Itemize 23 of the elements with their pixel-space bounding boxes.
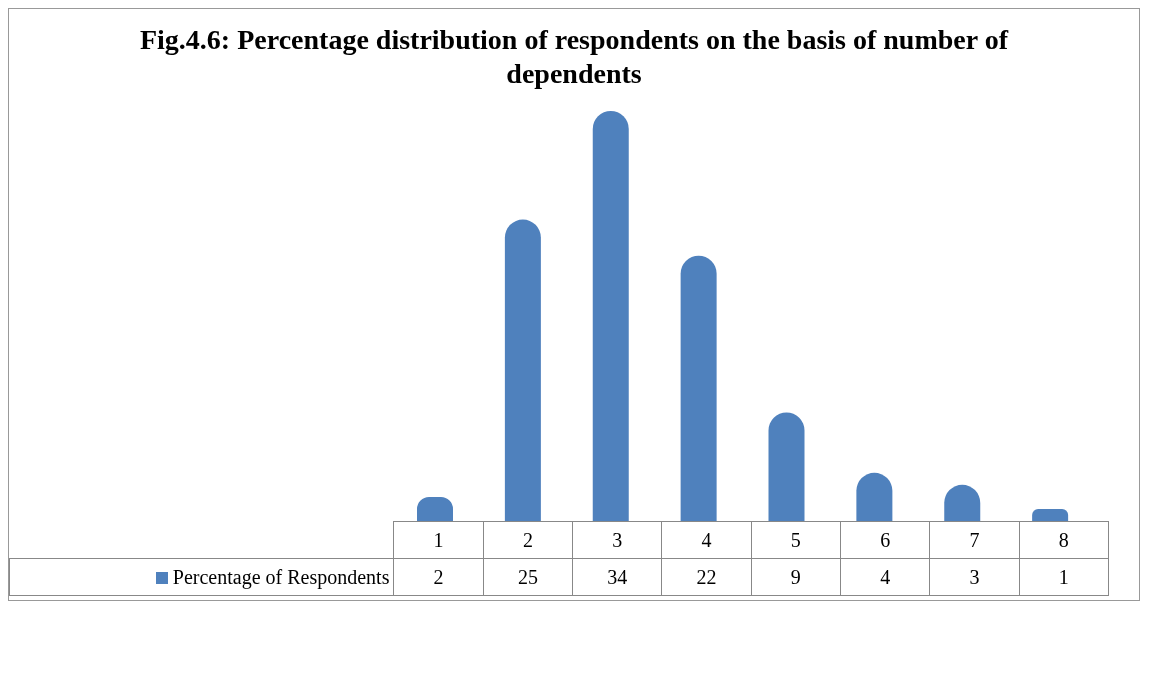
- legend-label: Percentage of Respondents: [171, 565, 390, 588]
- bar: [504, 219, 541, 521]
- data-label: 22: [661, 558, 752, 596]
- x-tick-label: 8: [1019, 521, 1109, 559]
- bar: [592, 111, 629, 521]
- data-label: 9: [751, 558, 841, 596]
- x-tick-label: 3: [572, 521, 662, 559]
- data-label: 3: [929, 558, 1020, 596]
- bar: [768, 412, 805, 521]
- x-tick-label: 7: [929, 521, 1020, 559]
- bar: [1032, 508, 1069, 521]
- chart-title: Fig.4.6: Percentage distribution of respondents on the basis of number of dependents: [139, 23, 1009, 91]
- data-label: 4: [840, 558, 930, 596]
- data-label: 25: [483, 558, 573, 596]
- x-tick-label: 1: [393, 521, 484, 559]
- data-label: 34: [572, 558, 662, 596]
- data-label: 2: [393, 558, 484, 596]
- data-label: 1: [1019, 558, 1109, 596]
- x-tick-label: 5: [751, 521, 841, 559]
- bar: [680, 255, 717, 521]
- x-tick-label: 6: [840, 521, 930, 559]
- x-tick-label: 2: [483, 521, 573, 559]
- x-tick-label: 4: [661, 521, 752, 559]
